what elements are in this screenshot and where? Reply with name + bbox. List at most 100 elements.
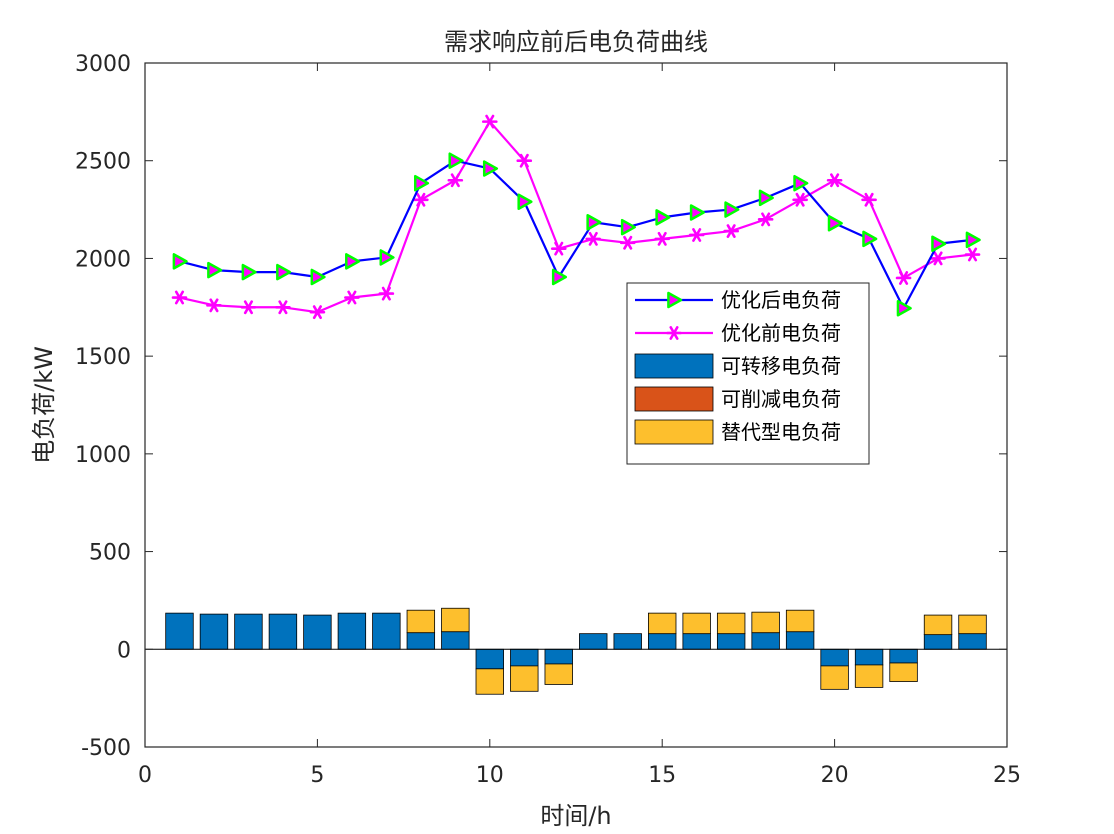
bar: [889, 662, 918, 682]
bar: [406, 609, 436, 634]
asterisk-marker: [378, 286, 395, 301]
asterisk-marker: [930, 251, 946, 266]
triangle-marker: [667, 291, 683, 309]
triangle-marker: [827, 215, 843, 232]
asterisk-stroke: [416, 192, 426, 207]
triangle-marker: [620, 218, 636, 236]
bar: [613, 633, 642, 650]
asterisk-stroke: [381, 286, 391, 301]
asterisk-stroke: [899, 271, 909, 285]
bar: [751, 611, 780, 634]
legend-label: 优化前电负荷: [721, 321, 841, 345]
asterisk-stroke: [519, 153, 529, 168]
axes-box: [144, 62, 1008, 748]
triangle-marker: [862, 230, 878, 248]
asterisk-marker: [666, 326, 682, 340]
asterisk-marker: [413, 192, 429, 207]
asterisk-stroke: [588, 231, 598, 246]
triangle-marker: [207, 261, 223, 279]
bar: [923, 614, 953, 636]
asterisk-marker: [619, 235, 636, 250]
asterisk-marker: [861, 192, 877, 207]
bar: [648, 633, 677, 650]
bar: [165, 612, 194, 650]
asterisk-stroke: [347, 290, 357, 305]
legend-item: 替代型电负荷: [634, 419, 841, 445]
bar: [958, 633, 987, 650]
asterisk-marker: [757, 212, 774, 227]
bar: [820, 648, 849, 667]
legend-label: 替代型电负荷: [721, 420, 841, 444]
bar: [751, 632, 780, 650]
y-tick-label: 0: [117, 638, 131, 663]
legend-item: 优化前电负荷: [635, 321, 841, 345]
legend-bar-swatch: [634, 386, 714, 412]
bar: [889, 648, 918, 664]
asterisk-stroke: [554, 241, 564, 256]
bar: [958, 614, 987, 635]
asterisk-stroke: [243, 300, 253, 315]
y-tick-label: 1000: [75, 443, 131, 468]
bar: [234, 613, 263, 650]
triangle-marker: [689, 204, 705, 221]
asterisk-marker: [481, 114, 498, 129]
y-axis-label: 电负荷/kW: [30, 346, 58, 464]
x-tick-label: 15: [648, 763, 676, 788]
asterisk-marker: [240, 300, 257, 315]
triangle-marker: [931, 235, 947, 253]
asterisk-marker: [826, 173, 843, 188]
triangle-marker: [345, 253, 361, 270]
y-tick-label: 2500: [75, 150, 131, 175]
bar: [785, 609, 815, 633]
asterisk-stroke: [669, 326, 679, 340]
ticks-layer: 0 5 10 15 20 25 -500 0 500 1000 1500 2000 2500 3000: [75, 52, 1021, 788]
triangle-marker: [965, 231, 981, 249]
asterisk-stroke: [278, 300, 288, 315]
line-series: [172, 152, 981, 317]
bar: [716, 633, 746, 650]
triangle-marker: [517, 193, 533, 211]
x-tick-label: 25: [993, 763, 1021, 788]
legend-label: 可转移电负荷: [721, 354, 841, 378]
bar: [579, 633, 608, 650]
bar: [854, 648, 884, 666]
asterisk-stroke: [726, 224, 736, 238]
asterisk-marker: [309, 305, 326, 320]
asterisk-stroke: [174, 290, 185, 305]
triangle-marker: [724, 201, 740, 218]
bar: [303, 614, 332, 650]
bar: [648, 612, 677, 635]
asterisk-marker: [344, 290, 360, 305]
asterisk-stroke: [209, 298, 219, 313]
asterisk-stroke: [312, 305, 322, 320]
x-axis-label: 时间/h: [540, 802, 611, 830]
x-tick-label: 10: [476, 763, 504, 788]
triangle-marker: [482, 160, 499, 177]
triangle-marker: [276, 263, 292, 281]
bar: [682, 633, 711, 650]
bar: [510, 648, 539, 667]
x-tick-label: 20: [821, 763, 849, 788]
bar: [785, 631, 815, 650]
bar: [716, 612, 746, 635]
asterisk-marker: [792, 192, 808, 207]
asterisk-marker: [275, 300, 291, 315]
asterisk-marker: [516, 153, 533, 168]
asterisk-marker: [964, 247, 981, 262]
y-tick-label: 500: [89, 541, 131, 566]
chart-title: 需求响应前后电负荷曲线: [444, 28, 708, 56]
asterisk-marker: [447, 173, 464, 188]
asterisk-stroke: [967, 247, 978, 262]
legend-item: 可削减电负荷: [634, 386, 841, 412]
x-tick-label: 0: [138, 763, 152, 788]
asterisk-stroke: [657, 231, 667, 246]
triangle-marker: [655, 209, 671, 226]
bars-layer: [165, 607, 987, 695]
asterisk-stroke: [933, 251, 943, 266]
asterisk-marker: [688, 228, 705, 242]
legend-label: 可削减电负荷: [721, 387, 841, 411]
triangle-marker: [793, 174, 809, 192]
asterisk-stroke: [485, 114, 495, 129]
line-series: [171, 114, 981, 320]
asterisk-marker: [550, 241, 567, 256]
